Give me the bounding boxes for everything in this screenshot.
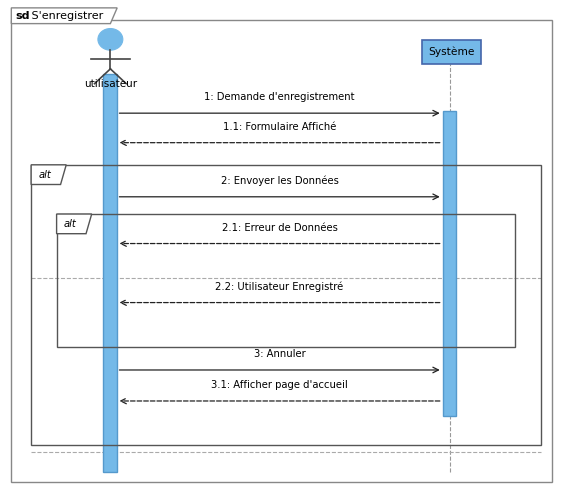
Text: 2.2: Utilisateur Enregistré: 2.2: Utilisateur Enregistré <box>216 281 344 292</box>
Polygon shape <box>31 165 66 184</box>
Polygon shape <box>57 214 92 234</box>
Bar <box>443 111 456 416</box>
Polygon shape <box>11 8 117 24</box>
Bar <box>422 40 481 64</box>
Text: 3: Annuler: 3: Annuler <box>254 349 306 359</box>
Text: alt: alt <box>64 219 76 229</box>
Text: utilisateur: utilisateur <box>84 79 137 89</box>
Text: 3.1: Afficher page d'accueil: 3.1: Afficher page d'accueil <box>211 380 348 390</box>
Circle shape <box>98 29 123 50</box>
Text: 2.1: Erreur de Données: 2.1: Erreur de Données <box>222 223 337 233</box>
Text: S'enregistrer: S'enregistrer <box>28 11 103 21</box>
Bar <box>57 214 515 347</box>
Text: 2: Envoyer les Données: 2: Envoyer les Données <box>221 176 338 186</box>
Bar <box>31 165 541 445</box>
Text: 1: Demande d'enregistrement: 1: Demande d'enregistrement <box>204 92 355 102</box>
Text: 1.1: Formulaire Affiché: 1.1: Formulaire Affiché <box>223 122 336 132</box>
Bar <box>103 74 117 472</box>
Text: Système: Système <box>428 47 475 58</box>
Text: alt: alt <box>38 170 51 180</box>
Text: sd: sd <box>15 11 30 21</box>
